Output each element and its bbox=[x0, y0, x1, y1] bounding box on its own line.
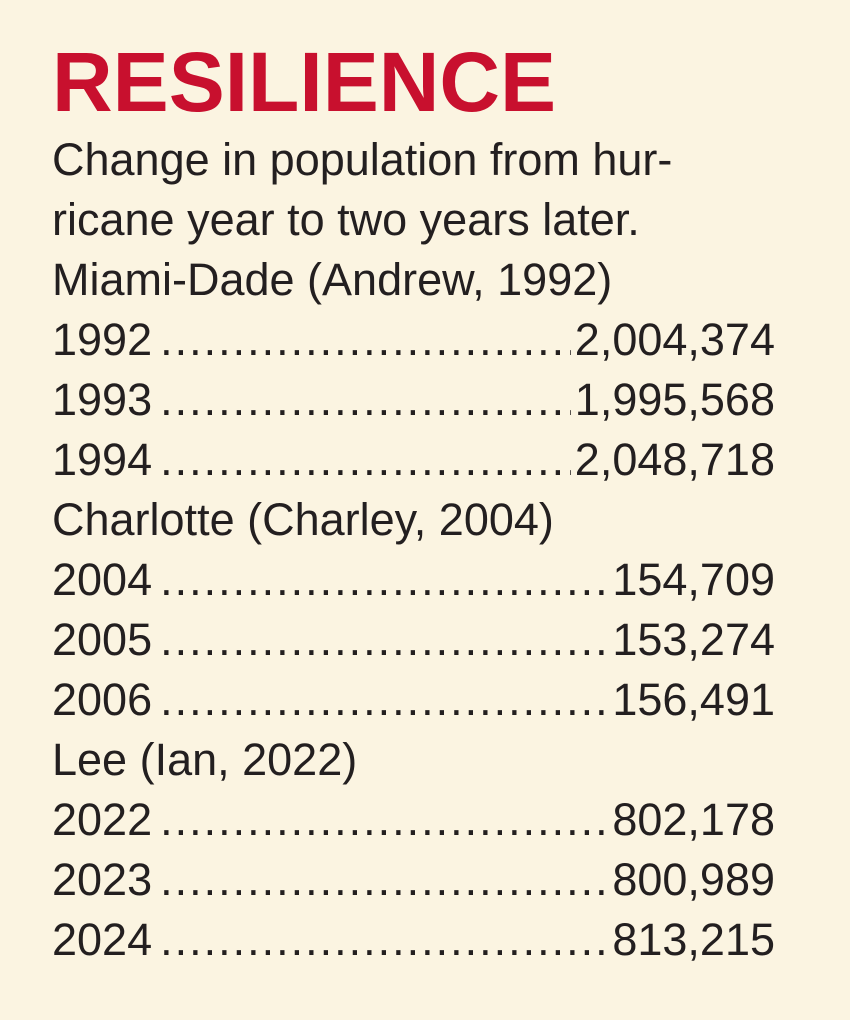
group-miami-dade: Miami-Dade (Andrew, 1992) 1992 2,004,374… bbox=[52, 250, 775, 490]
page-title: RESILIENCE bbox=[52, 35, 557, 129]
table-row: 2006 156,491 bbox=[52, 670, 775, 730]
row-year: 2022 bbox=[52, 794, 153, 845]
dot-leader bbox=[160, 790, 608, 850]
row-year: 2006 bbox=[52, 674, 153, 725]
group-lee: Lee (Ian, 2022) 2022 802,178 2023 800,98… bbox=[52, 730, 775, 970]
row-year: 1992 bbox=[52, 314, 153, 365]
row-year: 1994 bbox=[52, 434, 153, 485]
dot-leader bbox=[160, 430, 571, 490]
dot-leader bbox=[160, 610, 608, 670]
section-label: Lee (Ian, 2022) bbox=[52, 734, 358, 785]
group-charlotte: Charlotte (Charley, 2004) 2004 154,709 2… bbox=[52, 490, 775, 730]
row-value: 813,215 bbox=[612, 914, 775, 965]
row-year: 1993 bbox=[52, 374, 153, 425]
table-row: 2024 813,215 bbox=[52, 910, 775, 970]
row-value: 154,709 bbox=[612, 554, 775, 605]
row-value: 1,995,568 bbox=[574, 374, 775, 425]
row-value: 153,274 bbox=[612, 614, 775, 665]
table-row: 1994 2,048,718 bbox=[52, 430, 775, 490]
row-year: 2024 bbox=[52, 914, 153, 965]
row-year: 2004 bbox=[52, 554, 153, 605]
row-value: 2,004,374 bbox=[574, 314, 775, 365]
row-year: 2023 bbox=[52, 854, 153, 905]
dot-leader bbox=[160, 850, 608, 910]
dot-leader bbox=[160, 310, 571, 370]
subtitle-line-2: ricane year to two years later. bbox=[52, 194, 640, 245]
dot-leader bbox=[160, 910, 608, 970]
table-row: 2023 800,989 bbox=[52, 850, 775, 910]
row-value: 802,178 bbox=[612, 794, 775, 845]
table-row: 2005 153,274 bbox=[52, 610, 775, 670]
section-label: Miami-Dade (Andrew, 1992) bbox=[52, 254, 613, 305]
dot-leader bbox=[160, 550, 608, 610]
subtitle-line-1: Change in population from hur- bbox=[52, 134, 673, 185]
table-row: 1992 2,004,374 bbox=[52, 310, 775, 370]
dot-leader bbox=[160, 370, 571, 430]
row-value: 800,989 bbox=[612, 854, 775, 905]
table-row: 2022 802,178 bbox=[52, 790, 775, 850]
dot-leader bbox=[160, 670, 608, 730]
row-value: 2,048,718 bbox=[574, 434, 775, 485]
row-year: 2005 bbox=[52, 614, 153, 665]
row-value: 156,491 bbox=[612, 674, 775, 725]
table-row: 2004 154,709 bbox=[52, 550, 775, 610]
section-label: Charlotte (Charley, 2004) bbox=[52, 494, 554, 545]
table-row: 1993 1,995,568 bbox=[52, 370, 775, 430]
